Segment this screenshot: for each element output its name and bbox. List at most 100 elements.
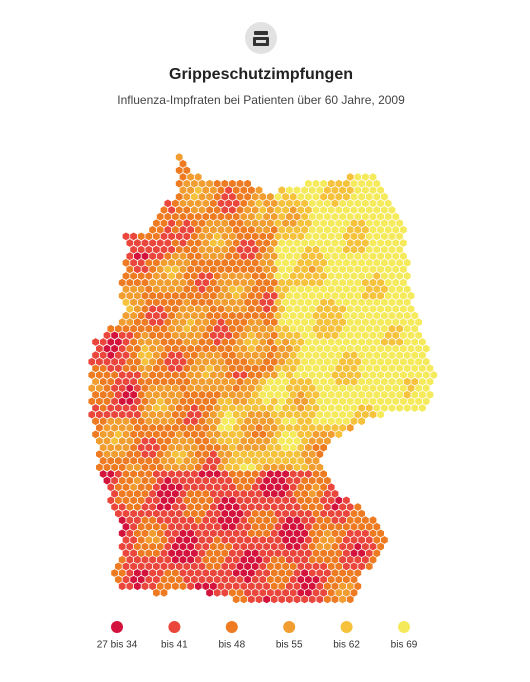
hex-cell (400, 371, 407, 379)
hex-cell (331, 410, 339, 419)
hex-cell (149, 476, 156, 485)
hex-cell (316, 212, 324, 221)
hex-cell (369, 252, 377, 261)
hex-cell (134, 278, 141, 287)
hex-cell (362, 357, 369, 366)
hex-cell (198, 272, 206, 280)
hex-cell (354, 569, 362, 577)
hex-cell (145, 483, 153, 492)
hex-cell (388, 206, 396, 214)
hex-cell (122, 470, 130, 478)
hex-cell (343, 562, 350, 571)
hex-cell (301, 410, 308, 419)
hex-cell (324, 529, 331, 538)
hex-cell (297, 311, 305, 320)
hex-cell (145, 285, 153, 294)
hex-cell (198, 364, 206, 373)
hex-cell (400, 278, 407, 287)
hex-cell (308, 450, 316, 459)
hex-cell (377, 542, 384, 551)
hex-cell (308, 503, 316, 511)
hex-cell (377, 371, 384, 379)
hex-cell (145, 338, 153, 346)
hex-cell (259, 483, 267, 492)
hex-cell (339, 291, 346, 300)
hex-cell (130, 351, 137, 360)
hex-cell (305, 456, 312, 465)
hex-cell (248, 463, 255, 472)
hex-cell (251, 496, 259, 505)
hex-cell (381, 351, 388, 360)
hex-cell (111, 450, 118, 459)
hex-cell (229, 298, 236, 307)
hex-cell (198, 456, 206, 465)
hex-cell (305, 324, 312, 333)
hex-cell (126, 555, 134, 564)
hex-cell (88, 384, 96, 393)
hex-cell (358, 390, 365, 399)
hex-cell (422, 357, 430, 366)
hex-cell (369, 555, 377, 564)
hex-cell (278, 489, 286, 498)
hex-cell (137, 509, 145, 518)
hex-cell (236, 404, 244, 412)
hex-cell (343, 364, 350, 373)
hex-cell (286, 199, 293, 208)
hex-cell (403, 298, 411, 307)
hex-cell (278, 437, 286, 445)
hex-cell (130, 364, 137, 373)
hex-cell (213, 272, 221, 280)
hex-cell (244, 206, 251, 214)
hex-cell (194, 450, 202, 459)
hex-cell (225, 503, 232, 511)
hex-cell (141, 291, 149, 300)
hex-cell (225, 239, 232, 247)
hex-cell (153, 417, 160, 426)
hex-cell (191, 390, 198, 399)
hex-cell (137, 324, 145, 333)
hex-cell (381, 311, 388, 320)
hex-cell (99, 364, 107, 373)
hex-cell (422, 397, 430, 406)
hex-cell (229, 192, 236, 201)
hex-cell (118, 357, 126, 366)
hex-cell (312, 456, 320, 465)
hex-cell (175, 258, 183, 267)
hex-cell (381, 272, 388, 280)
hex-cell (217, 582, 225, 591)
hex-cell (172, 437, 179, 445)
hex-cell (388, 285, 396, 294)
hex-cell (415, 371, 422, 379)
hex-cell (198, 470, 206, 478)
hex-cell (354, 331, 362, 340)
hex-cell (202, 569, 210, 577)
hex-cell (92, 364, 99, 373)
hex-cell (403, 338, 411, 346)
hex-cell (411, 377, 419, 386)
hex-cell (286, 265, 293, 274)
hex-cell (156, 503, 164, 511)
hex-cell (134, 305, 141, 313)
hex-cell (229, 390, 236, 399)
hex-cell (396, 272, 403, 280)
hex-cell (343, 232, 350, 241)
hex-cell (388, 219, 396, 228)
hex-cell (236, 285, 244, 294)
hex-cell (210, 265, 217, 274)
hex-cell (293, 265, 301, 274)
hex-cell (153, 219, 160, 228)
hex-cell (305, 443, 312, 452)
hex-cell (179, 529, 187, 538)
hex-cell (331, 384, 339, 393)
hex-cell (236, 390, 244, 399)
hex-cell (267, 417, 274, 426)
hex-cell (183, 232, 191, 241)
hex-cell (164, 278, 172, 287)
hex-cell (263, 331, 270, 340)
hex-cell (346, 199, 354, 208)
hex-cell (270, 199, 278, 208)
hex-cell (221, 575, 229, 584)
hex-cell (210, 357, 217, 366)
hex-cell (191, 245, 198, 254)
hex-cell (149, 410, 156, 419)
